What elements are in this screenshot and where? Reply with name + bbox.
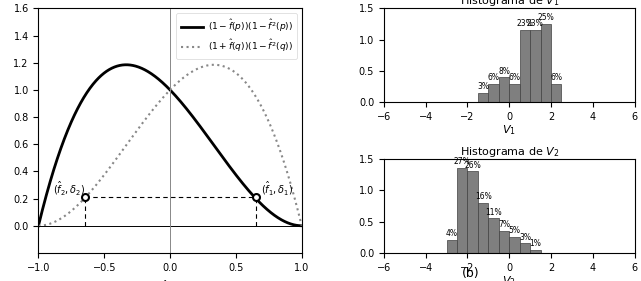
Bar	[509, 84, 520, 103]
Text: 16%: 16%	[475, 192, 492, 201]
$(1-\hat{f}(p))(1-\hat{f}^2(p))$	[81, 94, 89, 97]
Text: (b): (b)	[462, 267, 480, 280]
Text: 11%: 11%	[485, 208, 502, 217]
$(1+\hat{f}(q))(1-\hat{f}^2(q))$	[81, 196, 89, 200]
Text: 6%: 6%	[488, 73, 499, 82]
Title: Histograma de $V_1$: Histograma de $V_1$	[460, 0, 559, 8]
$(1-\hat{f}(p))(1-\hat{f}^2(p))$	[122, 63, 130, 66]
Title: Histograma de $V_2$: Histograma de $V_2$	[460, 145, 559, 159]
$(1-\hat{f}(p))(1-\hat{f}^2(p))$	[190, 117, 198, 120]
$(1+\hat{f}(q))(1-\hat{f}^2(q))$	[211, 63, 219, 67]
Text: 8%: 8%	[498, 67, 510, 76]
Bar	[499, 77, 509, 103]
X-axis label: $V_1$: $V_1$	[503, 124, 516, 137]
Bar	[488, 218, 499, 253]
Text: 27%: 27%	[454, 157, 470, 166]
Text: $(\hat{f}_2, \delta_2)$: $(\hat{f}_2, \delta_2)$	[53, 179, 85, 197]
Bar	[520, 30, 530, 103]
Text: 3%: 3%	[519, 233, 531, 242]
$(1+\hat{f}(q))(1-\hat{f}^2(q))$	[298, 224, 306, 227]
Line: $(1+\hat{f}(q))(1-\hat{f}^2(q))$: $(1+\hat{f}(q))(1-\hat{f}^2(q))$	[38, 65, 302, 226]
Text: 25%: 25%	[537, 13, 554, 22]
Text: 6%: 6%	[550, 73, 562, 82]
Bar	[540, 24, 551, 103]
Text: 26%: 26%	[464, 160, 481, 169]
$(1-\hat{f}(p))(1-\hat{f}^2(p))$	[35, 224, 42, 227]
$(1-\hat{f}(p))(1-\hat{f}^2(p))$	[211, 144, 219, 148]
$(1+\hat{f}(q))(1-\hat{f}^2(q))$	[103, 171, 110, 174]
X-axis label: $V_2$: $V_2$	[503, 274, 516, 281]
Text: 5%: 5%	[508, 226, 520, 235]
Text: $(\hat{f}_1, \delta_1)$: $(\hat{f}_1, \delta_1)$	[261, 179, 294, 197]
Bar	[478, 203, 488, 253]
$(1-\hat{f}(p))(1-\hat{f}^2(p))$	[103, 70, 110, 73]
Bar	[467, 171, 478, 253]
Legend: $(1-\hat{f}(p))(1-\hat{f}^2(p))$, $(1+\hat{f}(q))(1-\hat{f}^2(q))$: $(1-\hat{f}(p))(1-\hat{f}^2(p))$, $(1+\h…	[176, 13, 297, 59]
$(1+\hat{f}(q))(1-\hat{f}^2(q))$	[35, 224, 42, 227]
Bar	[478, 93, 488, 103]
Bar	[509, 237, 520, 253]
Bar	[530, 250, 540, 253]
Bar	[530, 30, 540, 103]
Text: 23%: 23%	[517, 19, 533, 28]
Text: 1%: 1%	[529, 239, 541, 248]
$(1+\hat{f}(q))(1-\hat{f}^2(q))$	[210, 63, 218, 66]
$(1-\hat{f}(p))(1-\hat{f}^2(p))$	[154, 77, 162, 80]
Bar	[457, 168, 467, 253]
Text: 7%: 7%	[498, 220, 510, 229]
$(1+\hat{f}(q))(1-\hat{f}^2(q))$	[154, 102, 162, 106]
Text: 3%: 3%	[477, 82, 489, 91]
$(1+\hat{f}(q))(1-\hat{f}^2(q))$	[233, 72, 241, 76]
Bar	[488, 84, 499, 103]
Text: 6%: 6%	[508, 73, 520, 82]
Text: 23%: 23%	[527, 19, 544, 28]
Bar	[499, 231, 509, 253]
$(1-\hat{f}(p))(1-\hat{f}^2(p))$	[233, 175, 241, 178]
$(1+\hat{f}(q))(1-\hat{f}^2(q))$	[190, 69, 197, 72]
$(1-\hat{f}(p))(1-\hat{f}^2(p))$	[298, 224, 306, 227]
Bar	[551, 84, 562, 103]
X-axis label: $\hat{f}(i)$: $\hat{f}(i)$	[162, 278, 178, 281]
Bar	[520, 244, 530, 253]
Text: 4%: 4%	[445, 230, 458, 239]
Line: $(1-\hat{f}(p))(1-\hat{f}^2(p))$: $(1-\hat{f}(p))(1-\hat{f}^2(p))$	[38, 65, 302, 226]
Bar	[447, 240, 457, 253]
